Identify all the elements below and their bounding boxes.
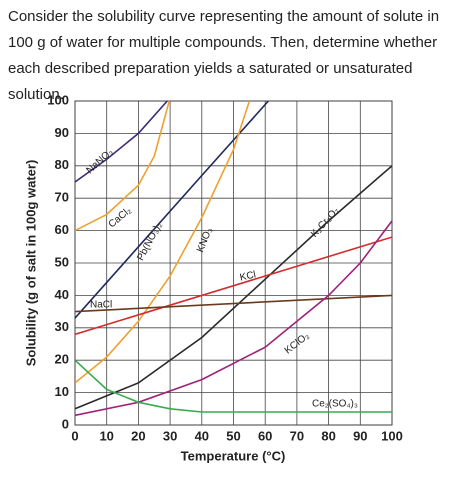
- y-tick-label: 40: [55, 287, 69, 302]
- y-tick-label: 80: [55, 157, 69, 172]
- x-tick-label: 40: [195, 428, 209, 443]
- x-tick-label: 10: [99, 428, 113, 443]
- curve: [75, 359, 392, 413]
- curve: [75, 165, 392, 410]
- x-tick-label: 80: [321, 428, 335, 443]
- curve-label: Ce₂(SO₄)₃: [312, 399, 358, 410]
- y-tick-label: 20: [55, 352, 69, 367]
- y-tick-label: 30: [55, 319, 69, 334]
- x-tick-label: 90: [353, 428, 367, 443]
- y-tick-label: 60: [55, 222, 69, 237]
- x-tick-label: 0: [71, 428, 78, 443]
- curve: [75, 294, 392, 313]
- curve: [75, 101, 269, 319]
- curve: [75, 101, 169, 183]
- x-axis-label: Temperature (°C): [181, 448, 286, 463]
- y-tick-label: 70: [55, 190, 69, 205]
- question: Consider the solubility curve representi…: [8, 8, 440, 103]
- curves: [75, 101, 392, 417]
- x-tick-label: 50: [226, 428, 240, 443]
- curve: [75, 236, 392, 336]
- x-tick-label: 30: [163, 428, 177, 443]
- y-axis-label: Solubility (g of salt in 100g water): [23, 160, 38, 367]
- x-tick-label: 20: [131, 428, 145, 443]
- curve-label: KCl: [239, 269, 257, 283]
- curve: [75, 101, 251, 384]
- y-tick-label: 0: [62, 416, 69, 431]
- y-tick-label: 90: [55, 125, 69, 140]
- x-tick-label: 60: [258, 428, 272, 443]
- y-tick-label: 10: [55, 384, 69, 399]
- x-tick-label: 100: [381, 428, 403, 443]
- x-tick-label: 70: [290, 428, 304, 443]
- curve: [75, 101, 171, 232]
- y-tick-label: 100: [47, 92, 69, 107]
- y-tick-label: 50: [55, 254, 69, 269]
- curve-label: NaCl: [90, 300, 112, 311]
